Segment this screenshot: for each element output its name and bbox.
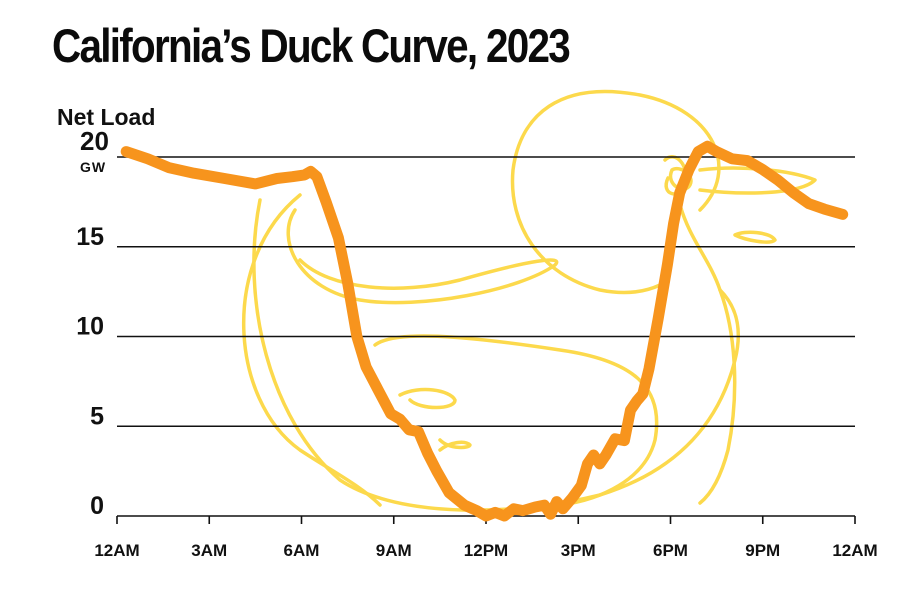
x-axis: 12AM 3AM 6AM 9AM 12PM 3PM 6PM 9PM 12AM (94, 515, 878, 560)
chart-title: California’s Duck Curve, 2023 (52, 19, 571, 72)
y-axis-label: Net Load (57, 104, 155, 130)
x-tick-label: 9PM (745, 541, 780, 560)
x-tick-label: 6PM (653, 541, 688, 560)
x-tick-label: 12PM (464, 541, 508, 560)
duck-head-outline (510, 89, 721, 295)
x-tick-label: 3AM (191, 541, 227, 560)
x-tick-label: 3PM (561, 541, 596, 560)
duck-wing-loop (286, 208, 559, 305)
x-tick-label: 12AM (832, 541, 877, 560)
duck-small-loop (398, 387, 457, 410)
duck-belly-loop (373, 334, 659, 507)
data-series (120, 140, 849, 522)
net-load-line (120, 140, 849, 522)
duck-eye (668, 167, 693, 191)
x-tick-label: 9AM (376, 541, 412, 560)
x-tick-label: 6AM (284, 541, 320, 560)
x-tick-label: 12AM (94, 541, 139, 560)
duck-beak-upper (698, 166, 817, 195)
y-axis: 0 5 10 15 (76, 223, 104, 520)
y-tick-label: 5 (90, 402, 104, 430)
y-tick-label: 15 (76, 223, 104, 251)
y-tick-label: 10 (76, 313, 104, 341)
duck-beak-lower (733, 230, 777, 244)
duck-swirl (438, 438, 472, 452)
y-axis-unit: GW (80, 159, 106, 175)
y-tick-label: 0 (90, 492, 104, 520)
y-tick-top-value: 20 (80, 126, 109, 156)
duck-neck-line (678, 203, 737, 505)
duck-back-outline (241, 193, 382, 507)
